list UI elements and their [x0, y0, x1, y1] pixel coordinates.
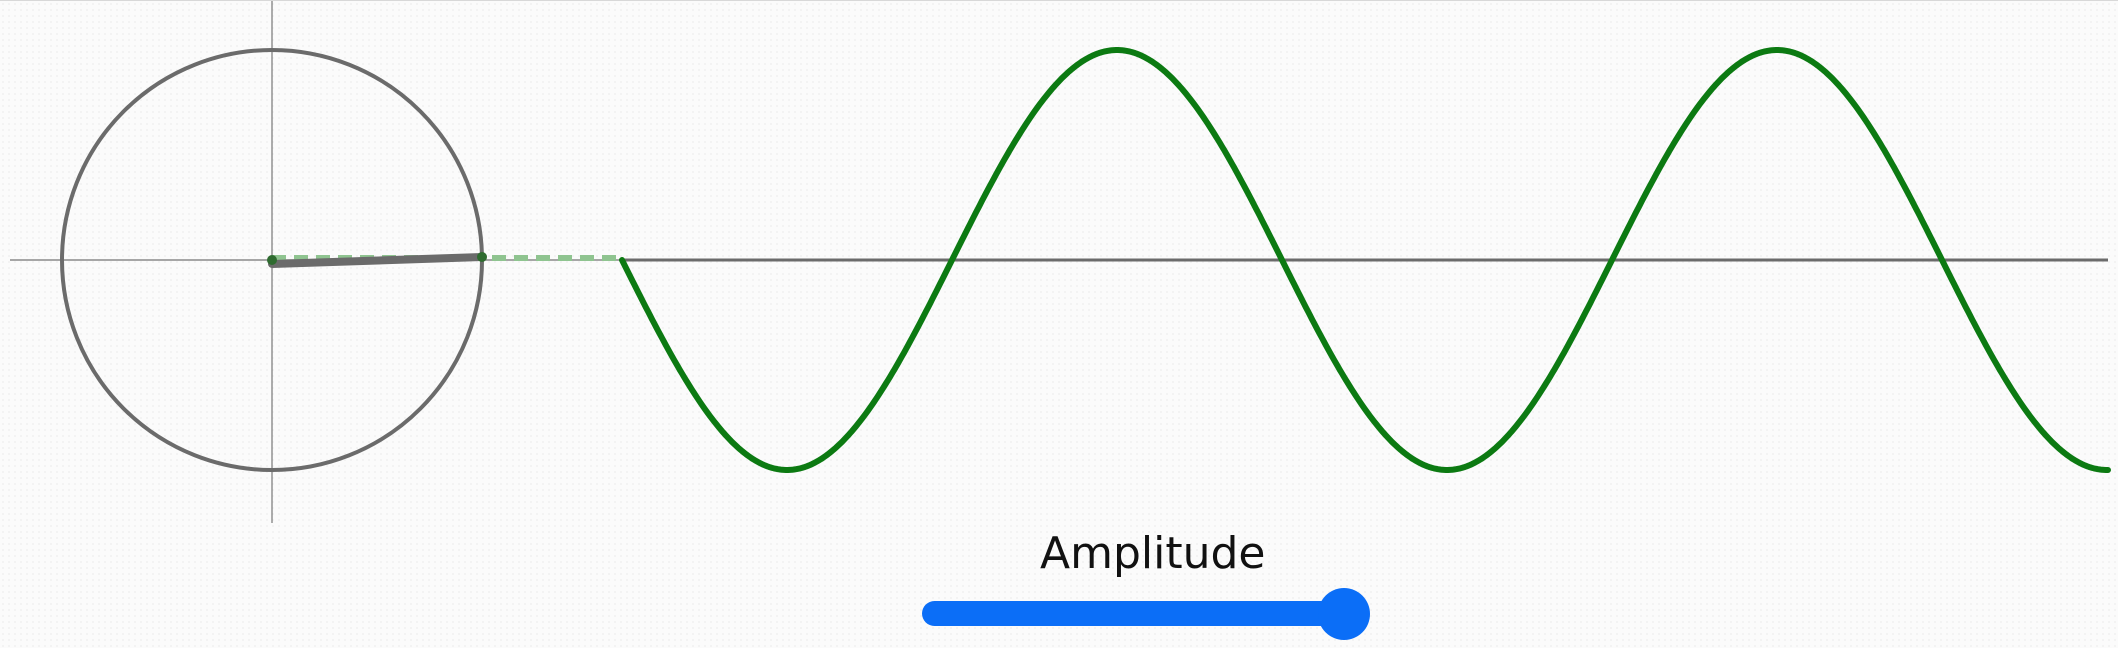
amplitude-slider-thumb[interactable] [1318, 588, 1370, 640]
amplitude-slider-track[interactable] [922, 601, 1344, 626]
rotating-radius [268, 253, 486, 268]
sine-wave [619, 47, 2111, 473]
amplitude-label: Amplitude [1040, 528, 1266, 579]
radius-tip-dot [477, 252, 487, 262]
radius-origin-dot [267, 255, 277, 265]
